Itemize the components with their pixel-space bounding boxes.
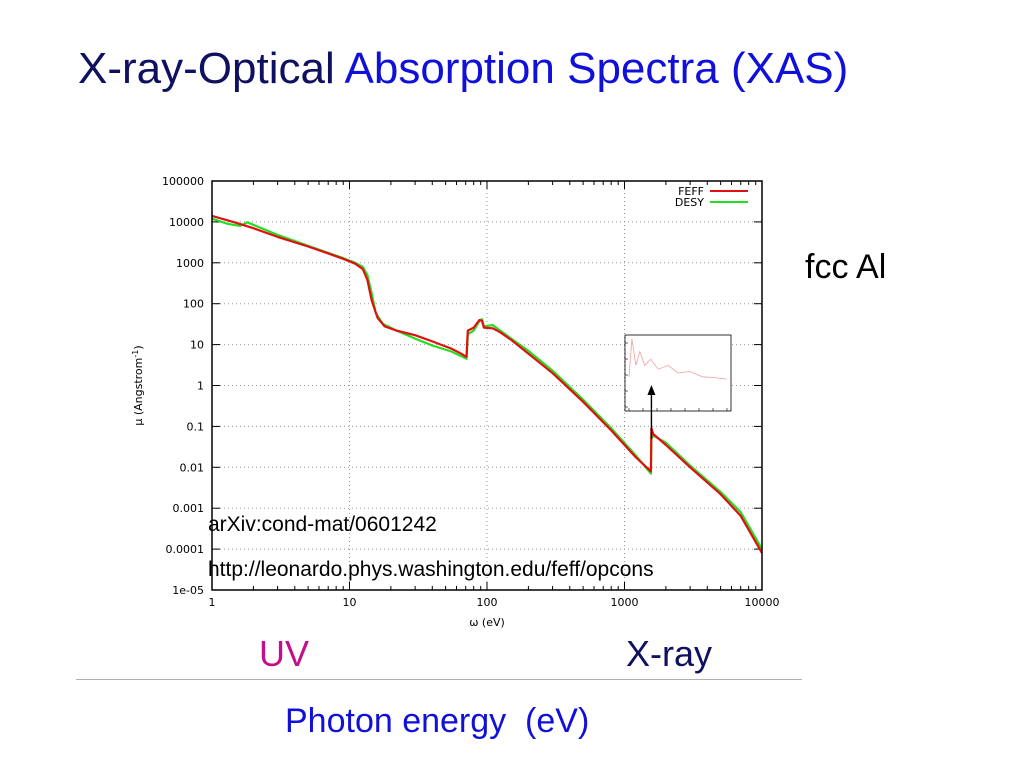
y-tick-label: 1 <box>197 380 204 393</box>
y-tick-label: 10 <box>190 339 204 352</box>
x-tick-label: 10000 <box>745 596 780 609</box>
y-tick-label: 0.0001 <box>166 543 205 556</box>
y-tick-label: 100000 <box>162 175 204 188</box>
y-tick-label: 0.001 <box>173 502 205 515</box>
inset-arrow-head <box>647 385 656 395</box>
y-tick-label: 100 <box>183 298 204 311</box>
title-part-2: Absorption Spectra (XAS) <box>344 44 849 93</box>
divider-line <box>76 679 802 680</box>
series-lines <box>212 214 762 554</box>
photon-energy-label: Photon energy (eV) <box>285 702 590 740</box>
legend-label-desy: DESY <box>675 196 704 209</box>
inset-plot <box>624 334 732 439</box>
title-part-1: X-ray-Optical <box>78 44 335 93</box>
material-label: fcc Al <box>805 248 887 286</box>
grid-lines <box>212 181 762 590</box>
x-tick-label: 10 <box>343 596 357 609</box>
y-tick-label: 1e-05 <box>172 584 204 597</box>
x-axis-label: ω (eV) <box>469 616 505 629</box>
x-tick-label: 1000 <box>611 596 639 609</box>
reference-url[interactable]: http://leonardo.phys.washington.edu/feff… <box>208 558 654 581</box>
y-tick-label: 0.01 <box>180 461 205 474</box>
y-axis-label: μ (Angstrom-1) <box>131 345 145 425</box>
x-tick-label: 100 <box>477 596 498 609</box>
x-tick-label: 1 <box>209 596 216 609</box>
legend-label-feff: FEFF <box>678 185 704 198</box>
axis-labels: 1 10 100 1000 10000 100000 10000 1000 100 10 1 0.1 0… <box>131 175 780 629</box>
y-tick-label: 1000 <box>176 257 204 270</box>
y-tick-label: 10000 <box>169 216 204 229</box>
plot-frame <box>211 180 763 591</box>
inset-series-line <box>628 338 728 380</box>
series-line-feff <box>212 214 762 554</box>
reference-arxiv: arXiv:cond-mat/0601242 <box>208 513 437 536</box>
xray-label: X-ray <box>626 633 713 674</box>
y-tick-label: 0.1 <box>187 420 205 433</box>
slide-title: X-ray-Optical Absorption Spectra (XAS) <box>78 44 848 94</box>
uv-label: UV <box>259 633 310 674</box>
